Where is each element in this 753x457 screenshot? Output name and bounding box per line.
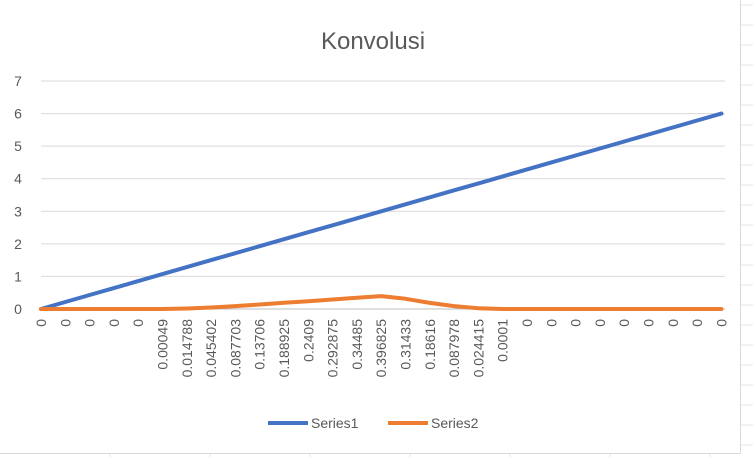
y-tick-label: 1 bbox=[14, 268, 22, 284]
x-tick-label: 0.014788 bbox=[179, 319, 195, 378]
legend: Series1 Series2 bbox=[268, 415, 479, 431]
x-tick-label: 0.34485 bbox=[349, 319, 365, 370]
x-tick-label: 0.087978 bbox=[446, 319, 462, 378]
x-tick-label: 0.087703 bbox=[227, 319, 243, 378]
x-tick-label: 0 bbox=[57, 319, 73, 327]
data-series bbox=[39, 111, 724, 311]
x-tick-label: 0 bbox=[616, 319, 632, 327]
x-tick-label: 0 bbox=[689, 319, 705, 327]
x-tick-label: 0 bbox=[568, 319, 584, 327]
x-tick-label: 0 bbox=[33, 319, 49, 327]
x-tick-label: 0.2409 bbox=[300, 319, 316, 362]
x-tick-label: 0 bbox=[641, 319, 657, 327]
x-tick-label: 0 bbox=[106, 319, 122, 327]
x-tick-label: 0.18616 bbox=[422, 319, 438, 370]
x-tick-label: 0.188925 bbox=[276, 319, 292, 378]
series-line-series1[interactable] bbox=[39, 111, 724, 311]
x-tick-label: 0 bbox=[665, 319, 681, 327]
chart-title: Konvolusi bbox=[321, 28, 425, 55]
y-tick-label: 6 bbox=[14, 106, 22, 122]
y-tick-label: 5 bbox=[14, 138, 22, 154]
x-tick-label: 0.045402 bbox=[203, 319, 219, 378]
y-tick-label: 0 bbox=[14, 301, 22, 317]
legend-label-series1: Series1 bbox=[311, 415, 359, 431]
x-tick-label: 0.13706 bbox=[252, 319, 268, 370]
x-tick-label: 0 bbox=[519, 319, 535, 327]
y-axis-tick-labels: 0 1 2 3 4 5 6 7 bbox=[14, 73, 22, 317]
x-tick-label: 0.024415 bbox=[470, 319, 486, 378]
x-tick-label: 0 bbox=[82, 319, 98, 327]
x-tick-label: 0 bbox=[592, 319, 608, 327]
x-tick-label: 0.00049 bbox=[155, 319, 171, 370]
series-line-series2[interactable] bbox=[39, 294, 724, 311]
x-axis-tick-labels: 0 0 0 0 0 0.00049 0.014788 0.045402 0.087703 0.13… bbox=[33, 319, 729, 378]
legend-label-series2: Series2 bbox=[431, 415, 479, 431]
y-tick-label: 2 bbox=[14, 236, 22, 252]
gridlines bbox=[41, 80, 725, 310]
x-tick-label: 0.0001 bbox=[495, 319, 511, 362]
x-tick-label: 0.31433 bbox=[398, 319, 414, 370]
x-tick-label: 0.292875 bbox=[325, 319, 341, 378]
x-tick-label: 0 bbox=[130, 319, 146, 327]
x-tick-label: 0 bbox=[713, 319, 729, 327]
y-tick-label: 4 bbox=[14, 171, 22, 187]
x-tick-label: 0 bbox=[543, 319, 559, 327]
y-tick-label: 7 bbox=[14, 73, 22, 89]
y-tick-label: 3 bbox=[14, 203, 22, 219]
x-tick-label: 0.396825 bbox=[373, 319, 389, 378]
